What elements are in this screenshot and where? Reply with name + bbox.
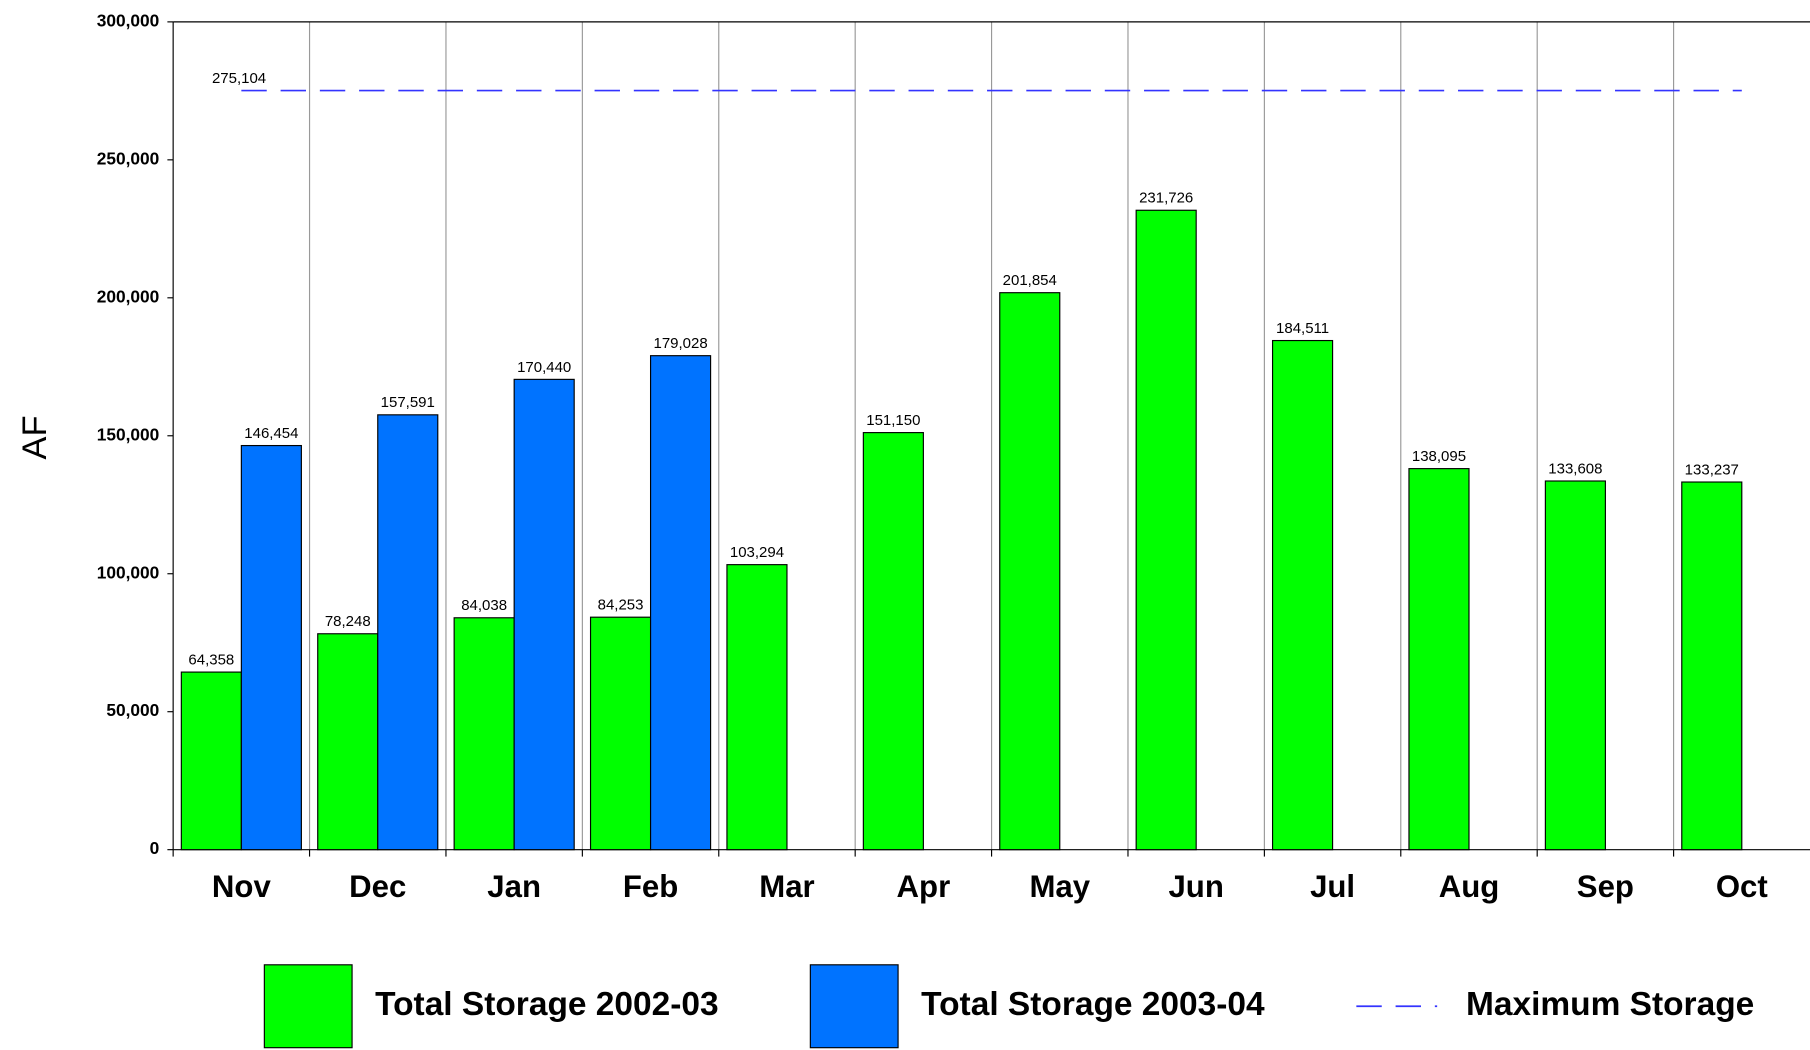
value-label: 170,440 — [517, 359, 571, 376]
bar — [240, 444, 302, 851]
x-tick-label: Sep — [1577, 869, 1634, 904]
y-tick-label: 50,000 — [106, 700, 159, 720]
value-label: 179,028 — [653, 335, 707, 352]
legend-swatch — [809, 964, 899, 1049]
x-tick-label: May — [1029, 869, 1090, 904]
y-tick-label: 300,000 — [97, 10, 160, 30]
bar — [999, 292, 1061, 851]
y-tick-label: 0 — [150, 838, 160, 858]
max-storage-label: 275,104 — [212, 70, 266, 87]
bar — [726, 564, 788, 851]
y-tick-label: 200,000 — [97, 286, 160, 306]
value-label: 151,150 — [866, 412, 920, 429]
x-tick-label: Nov — [212, 869, 272, 904]
value-label: 64,358 — [188, 652, 234, 669]
x-tick-label: Dec — [349, 869, 406, 904]
x-tick-label: Apr — [897, 869, 951, 904]
x-tick-label: Jan — [487, 869, 541, 904]
value-label: 184,511 — [1276, 320, 1329, 337]
bar — [862, 432, 924, 851]
value-label: 103,294 — [730, 544, 784, 561]
bar — [317, 633, 379, 851]
x-tick-label: Feb — [623, 869, 678, 904]
bar — [1408, 468, 1470, 851]
value-label: 133,608 — [1548, 460, 1602, 477]
value-label: 138,095 — [1412, 448, 1466, 465]
bar — [1271, 339, 1334, 851]
legend-label: Maximum Storage — [1466, 986, 1754, 1023]
x-tick-label: Oct — [1716, 869, 1768, 904]
value-label: 231,726 — [1139, 190, 1193, 207]
legend-swatch — [263, 964, 353, 1049]
bar — [589, 616, 652, 851]
bar — [377, 414, 439, 851]
value-label: 78,248 — [325, 613, 371, 630]
x-tick-label: Aug — [1439, 869, 1500, 904]
value-label: 201,854 — [1003, 272, 1057, 289]
legend-label: Total Storage 2003-04 — [921, 986, 1265, 1023]
value-label: 84,253 — [598, 597, 644, 614]
y-axis-label: AF — [16, 415, 54, 459]
y-tick-label: 100,000 — [97, 562, 160, 582]
legend-label: Total Storage 2002-03 — [375, 986, 718, 1023]
bar — [1681, 481, 1743, 851]
y-tick-label: 150,000 — [97, 424, 160, 444]
value-label: 157,591 — [381, 394, 435, 411]
x-tick-label: Jun — [1168, 869, 1223, 904]
value-label: 84,038 — [461, 597, 507, 614]
x-tick-label: Mar — [759, 869, 814, 904]
bar — [649, 355, 712, 851]
x-tick-label: Jul — [1310, 869, 1355, 904]
bar — [1544, 480, 1606, 851]
value-label: 146,454 — [244, 425, 298, 442]
value-label: 133,237 — [1685, 461, 1739, 478]
bar — [180, 671, 242, 851]
bar — [453, 617, 515, 851]
bar — [1135, 209, 1197, 851]
bar — [513, 378, 575, 851]
y-tick-label: 250,000 — [97, 148, 160, 168]
